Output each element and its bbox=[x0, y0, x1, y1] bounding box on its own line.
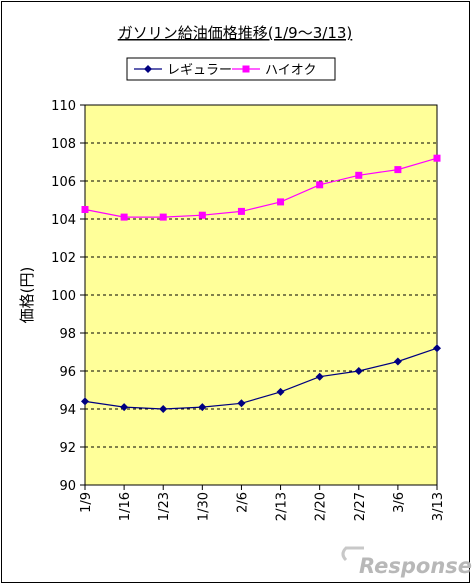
legend-marker-0 bbox=[144, 65, 152, 73]
x-tick-labels: 1/9 1/16 1/23 1/30 2/6 2/13 2/20 2/27 3/6 3/13 bbox=[79, 492, 446, 521]
y-tick-label-108: 108 bbox=[51, 137, 76, 152]
x-tick-label-7: 2/27 bbox=[353, 492, 368, 521]
series-1-point-8 bbox=[394, 166, 402, 174]
series-0-point-4 bbox=[237, 399, 246, 408]
x-tick-label-4: 2/6 bbox=[235, 492, 250, 513]
y-tick-label-94: 94 bbox=[59, 403, 76, 418]
series-0-point-9 bbox=[433, 344, 441, 353]
logo-text: Response. bbox=[359, 554, 473, 578]
series-1-point-4 bbox=[237, 207, 245, 215]
y-axis-label: 価格(円) bbox=[18, 267, 36, 324]
response-logo: Response. bbox=[341, 546, 473, 578]
legend-marker-1 bbox=[242, 65, 250, 73]
series-1-point-6 bbox=[316, 181, 324, 189]
series-0-point-7 bbox=[354, 367, 363, 375]
logo-swoosh-icon bbox=[341, 546, 364, 562]
x-tick-label-6: 2/20 bbox=[314, 492, 329, 521]
y-tick-label-106: 106 bbox=[51, 175, 76, 190]
series-0-point-3 bbox=[198, 403, 207, 412]
y-tick-label-104: 104 bbox=[51, 213, 76, 228]
x-tick-label-9: 3/13 bbox=[431, 492, 446, 521]
series-1-point-0 bbox=[81, 206, 89, 213]
x-tick-label-2: 1/23 bbox=[157, 492, 172, 521]
series-lines bbox=[81, 154, 441, 413]
gridlines bbox=[80, 104, 437, 486]
legend-label-1: ハイオク bbox=[265, 63, 316, 78]
series-0-point-2 bbox=[159, 405, 168, 413]
y-tick-label-90: 90 bbox=[59, 479, 76, 494]
series-1-point-1 bbox=[120, 213, 128, 221]
series-1-point-7 bbox=[355, 171, 363, 179]
x-tick-label-0: 1/9 bbox=[79, 492, 94, 513]
legend-label-0: レギュラー bbox=[167, 63, 232, 78]
y-tick-label-98: 98 bbox=[59, 327, 76, 342]
y-tick-label-102: 102 bbox=[51, 251, 76, 266]
series-0-point-1 bbox=[120, 403, 129, 412]
series-0-point-8 bbox=[393, 357, 402, 366]
chart-title: ガソリン給油価格推移(1/9〜3/13) bbox=[118, 24, 353, 42]
axes bbox=[84, 104, 438, 490]
plot-border bbox=[84, 104, 438, 486]
legend: レギュラー ハイオク bbox=[126, 57, 336, 81]
y-tick-labels: 90 92 94 96 98 100 102 104 106 108 110 bbox=[51, 99, 76, 494]
y-tick-label-100: 100 bbox=[51, 289, 76, 304]
series-0-point-6 bbox=[315, 372, 324, 381]
legend-box bbox=[126, 57, 336, 81]
series-line-0 bbox=[84, 347, 438, 410]
series-0-point-5 bbox=[276, 387, 285, 396]
series-1-point-9 bbox=[433, 154, 441, 162]
series-1-point-3 bbox=[198, 211, 206, 219]
x-tick-label-5: 2/13 bbox=[275, 492, 290, 521]
y-tick-label-92: 92 bbox=[59, 441, 76, 456]
series-1-point-2 bbox=[159, 213, 167, 221]
y-tick-label-96: 96 bbox=[59, 365, 76, 380]
series-1-point-5 bbox=[277, 198, 285, 206]
x-tick-label-3: 1/30 bbox=[196, 492, 211, 521]
y-tick-label-110: 110 bbox=[51, 99, 76, 114]
x-tick-label-8: 3/6 bbox=[392, 492, 407, 513]
series-0-point-0 bbox=[81, 397, 89, 406]
x-tick-label-1: 1/16 bbox=[118, 492, 133, 521]
series-line-1 bbox=[84, 157, 438, 218]
